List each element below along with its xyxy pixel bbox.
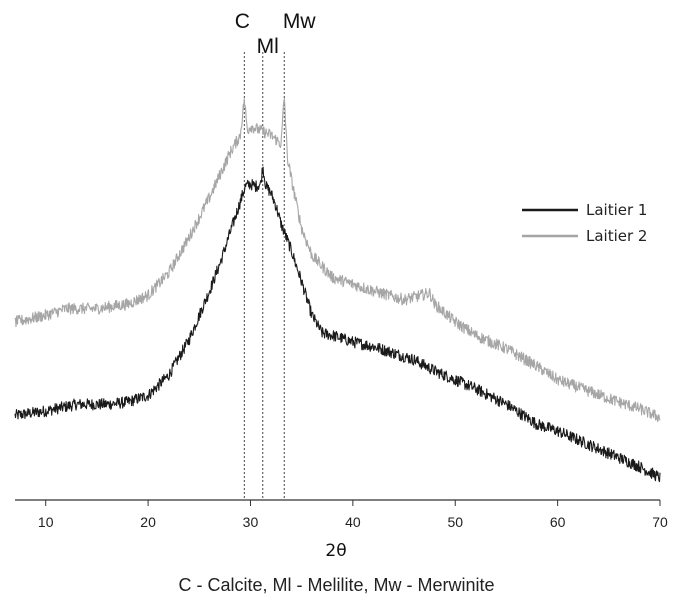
x-tick-label: 60: [550, 514, 566, 530]
x-tick-label: 20: [140, 514, 156, 530]
legend: Laitier 1 Laitier 2: [522, 201, 647, 245]
x-tick-label: 50: [447, 514, 463, 530]
series-layer: [14, 98, 661, 483]
reference-label-c: C: [235, 10, 250, 33]
series-line-1: [14, 166, 661, 483]
series-line-2: [14, 98, 661, 423]
x-tick-label: 30: [243, 514, 259, 530]
x-axis: 10 20 30 40 50 60 70: [15, 499, 668, 530]
x-tick-label: 70: [652, 514, 668, 530]
x-tick-label: 10: [38, 514, 54, 530]
figure-caption: C - Calcite, Ml - Melilite, Mw - Merwini…: [178, 575, 495, 595]
legend-label-2: Laitier 2: [586, 227, 647, 245]
reference-label-mw: Mw: [283, 10, 316, 33]
reference-label-ml: Ml: [257, 35, 279, 58]
x-axis-title: 2θ: [325, 541, 346, 561]
legend-label-1: Laitier 1: [586, 201, 647, 219]
x-tick-label: 40: [345, 514, 361, 530]
